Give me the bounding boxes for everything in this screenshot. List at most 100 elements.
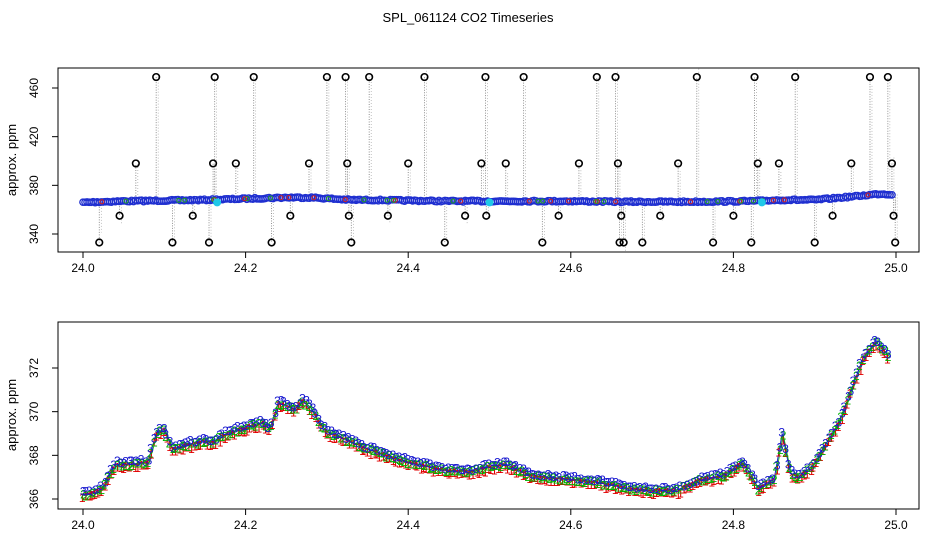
- series-symbol: 2: [136, 456, 143, 470]
- series-symbol: 3: [822, 436, 829, 450]
- series-symbol: 3: [702, 470, 709, 484]
- series-symbol: 3: [315, 413, 322, 427]
- series-symbol: 1: [87, 489, 94, 503]
- series-symbol: 1: [188, 442, 195, 456]
- series-symbol: 2: [489, 460, 496, 474]
- series-symbol: 2: [864, 346, 871, 360]
- series-symbol: 3: [393, 451, 400, 465]
- series-symbol: 3: [114, 454, 121, 468]
- series-symbol: 1: [526, 472, 533, 486]
- bottom-y-axis: 366 368 370 372: [27, 358, 58, 509]
- series-symbol: 2: [538, 471, 545, 485]
- series-symbol: 3: [280, 395, 287, 409]
- series-symbol: 3: [297, 397, 304, 411]
- series-symbol: 2: [876, 339, 883, 353]
- series-symbol: 2: [771, 473, 778, 487]
- series-symbol: 1: [675, 488, 682, 502]
- series-symbol: 3: [410, 455, 417, 469]
- series-symbol: 1: [138, 458, 145, 472]
- series-symbol: 1: [850, 379, 857, 393]
- series-symbol: 1: [728, 467, 735, 481]
- series-symbol: 3: [512, 459, 519, 473]
- series-symbol: 2: [360, 442, 367, 456]
- series-symbol: 2: [641, 483, 648, 497]
- series-symbol: 3: [870, 336, 877, 350]
- series-symbol: 1: [315, 418, 322, 432]
- series-symbol: 2: [761, 478, 768, 492]
- series-symbol: 3: [336, 427, 343, 441]
- series-symbol: 2: [464, 466, 471, 480]
- series-symbol: 1: [857, 364, 864, 378]
- series-symbol: 1: [164, 431, 171, 445]
- series-symbol: 3: [516, 461, 523, 475]
- series-symbol: 2: [765, 477, 772, 491]
- series-symbol: 3: [708, 468, 715, 482]
- series-symbol: 2: [412, 457, 419, 471]
- series-symbol: 1: [185, 441, 192, 455]
- series-symbol: 3: [642, 480, 649, 494]
- series-symbol: 1: [447, 466, 454, 480]
- series-symbol: 1: [322, 426, 329, 440]
- series-symbol: 1: [798, 472, 805, 486]
- series-symbol: 1: [191, 439, 198, 453]
- series-symbol: 3: [182, 436, 189, 450]
- series-symbol: 3: [659, 480, 666, 494]
- series-symbol: 2: [522, 467, 529, 481]
- series-symbol: 2: [272, 408, 279, 422]
- outlier-point: [152, 72, 161, 82]
- series-symbol: 2: [180, 439, 187, 453]
- bottom-plot-area: 1231231231231231231231231231231231231231…: [79, 334, 892, 505]
- baseline-mark: [392, 197, 398, 203]
- outlier-point: [613, 159, 623, 168]
- series-symbol: 2: [104, 471, 111, 485]
- series-symbol: 3: [755, 479, 762, 493]
- series-symbol: 2: [789, 468, 796, 482]
- series-symbol: 1: [323, 428, 330, 442]
- series-symbol: 3: [322, 419, 329, 433]
- highlight-point: [757, 198, 766, 207]
- series-symbol: 3: [90, 485, 97, 499]
- series-symbol: 1: [668, 486, 675, 500]
- series-symbol: 2: [195, 437, 202, 451]
- outlier-point: [611, 72, 620, 82]
- series-symbol: 2: [260, 417, 267, 431]
- series-symbol: 1: [736, 461, 743, 475]
- series-symbol: 1: [578, 476, 585, 490]
- series-symbol: 2: [879, 343, 886, 357]
- series-symbol: 3: [848, 384, 855, 398]
- series-symbol: 1: [470, 468, 477, 482]
- series-symbol: 2: [119, 460, 126, 474]
- outlier-point: [847, 159, 856, 168]
- series-symbol: 3: [751, 472, 758, 486]
- series-symbol: 3: [244, 419, 251, 433]
- series-symbol: 1: [767, 477, 774, 491]
- series-symbol: 3: [778, 426, 785, 440]
- series-symbol: 3: [804, 461, 811, 475]
- series-symbol: 3: [167, 434, 174, 448]
- series-symbol: 2: [429, 461, 436, 475]
- series-symbol: 3: [284, 397, 291, 411]
- x-tick-label: 24.6: [559, 261, 583, 275]
- series-symbol: 2: [568, 474, 575, 488]
- series-symbol: 3: [368, 440, 375, 454]
- series-symbol: 3: [454, 462, 461, 476]
- series-symbol: 3: [343, 432, 350, 446]
- series-symbol: 3: [95, 482, 102, 496]
- series-symbol: 1: [143, 459, 150, 473]
- series-symbol: 1: [180, 444, 187, 458]
- series-symbol: 1: [557, 474, 564, 488]
- outlier-point: [538, 238, 547, 247]
- series-symbol: 2: [628, 483, 635, 497]
- x-tick-label: 24.0: [71, 518, 95, 532]
- series-symbol: 2: [810, 458, 817, 472]
- series-symbol: 3: [874, 335, 881, 349]
- series-symbol: 2: [128, 459, 135, 473]
- series-symbol: 1: [91, 488, 98, 502]
- series-symbol: 3: [427, 457, 434, 471]
- series-symbol: 2: [401, 455, 408, 469]
- series-symbol: 1: [372, 446, 379, 460]
- series-symbol: 3: [826, 431, 833, 445]
- outlier-point: [286, 211, 295, 220]
- series-symbol: 3: [828, 427, 835, 441]
- series-symbol: 1: [559, 474, 566, 488]
